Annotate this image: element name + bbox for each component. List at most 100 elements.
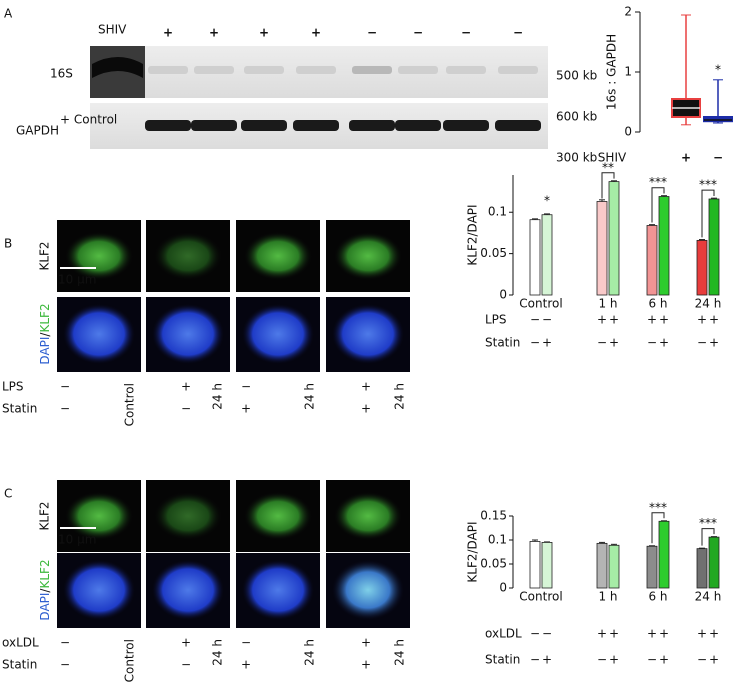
faint-band: [446, 66, 486, 74]
y-tick-label: 0: [624, 125, 632, 139]
bar: [608, 544, 620, 589]
treatment-sign: +: [361, 658, 371, 672]
treatment-sign: +: [241, 658, 251, 672]
panel-label: C: [4, 487, 12, 501]
treatment-sign: −: [60, 636, 70, 650]
y-tick-label: 1: [624, 65, 632, 79]
group-label: 1 h: [598, 297, 617, 311]
bar: [708, 198, 720, 296]
stain-label-merge: DAPI/KLF2: [38, 559, 52, 620]
row-sign: +: [542, 653, 552, 667]
klf2-signal: [154, 492, 222, 540]
row-sign: +: [597, 627, 607, 641]
bracket: [651, 187, 665, 223]
treatment-label: oxLDL: [2, 636, 39, 650]
row-sign: +: [609, 313, 619, 327]
row-label: Statin: [485, 336, 520, 350]
nucleus: [332, 560, 404, 620]
nucleus: [63, 560, 135, 620]
group-label: 24 h: [695, 297, 722, 311]
size-label: 500 kb: [556, 69, 597, 83]
significance: *: [715, 62, 721, 76]
faint-band: [352, 66, 392, 74]
blot-row-label: 16S: [50, 67, 73, 81]
gapdh-band: [395, 120, 441, 131]
blot-sign: +: [163, 26, 173, 40]
row-sign: +: [609, 627, 619, 641]
bar: [541, 214, 553, 296]
row-sign: +: [659, 653, 669, 667]
blot-shiv-label: SHIV: [98, 23, 127, 37]
bar: [596, 542, 608, 589]
bracket: [651, 512, 665, 544]
row-sign: +: [709, 627, 719, 641]
row-sign: −: [597, 336, 607, 350]
y-tick-label: 0: [499, 581, 507, 595]
y-tick-label: 0.05: [480, 557, 507, 571]
treatment-sign: −: [181, 658, 191, 672]
treatment-sign: +: [361, 380, 371, 394]
y-tick-label: 2: [624, 5, 632, 19]
bar: [696, 548, 708, 589]
row-sign: +: [647, 627, 657, 641]
treatment-label: Statin: [2, 402, 37, 416]
row-sign: +: [542, 336, 552, 350]
group-label: 6 h: [648, 297, 667, 311]
gapdh-band: [241, 120, 287, 131]
time-label: 24 h: [211, 383, 225, 410]
klf2-label: KLF2: [38, 303, 52, 332]
separator: /: [38, 588, 52, 593]
nucleus: [242, 304, 314, 364]
significance: *: [544, 193, 550, 207]
box: [703, 116, 733, 123]
bar: [708, 536, 720, 589]
time-label: 24 h: [211, 639, 225, 666]
y-axis-label: KLF2/DAPI: [466, 204, 480, 265]
blot-sign: +: [311, 26, 321, 40]
stain-label: KLF2: [38, 241, 52, 270]
faint-band: [498, 66, 538, 74]
group-label: Control: [519, 297, 562, 311]
bracket: [701, 528, 715, 546]
nucleus: [152, 304, 224, 364]
treatment-label: Statin: [2, 658, 37, 672]
row-sign: +: [609, 653, 619, 667]
panel-label: A: [4, 7, 13, 21]
gapdh-band: [443, 120, 489, 131]
treatment-sign: −: [60, 402, 70, 416]
treatment-sign: −: [60, 380, 70, 394]
row-sign: +: [697, 313, 707, 327]
bar: [596, 201, 608, 296]
control-label: + Control: [60, 113, 117, 127]
row-sign: +: [659, 627, 669, 641]
faint-band: [148, 66, 188, 74]
blot-sign: −: [461, 26, 471, 40]
treatment-sign: −: [181, 402, 191, 416]
row-sign: +: [609, 336, 619, 350]
significance: ***: [699, 178, 717, 192]
bar: [658, 520, 670, 589]
row-sign: +: [709, 653, 719, 667]
bar: [696, 239, 708, 296]
klf2-signal: [334, 492, 402, 540]
row-sign: +: [659, 336, 669, 350]
row-sign: +: [709, 313, 719, 327]
blot-sign: −: [367, 26, 377, 40]
row-sign: +: [697, 627, 707, 641]
gapdh-band: [293, 120, 339, 131]
time-label: 24 h: [393, 639, 407, 666]
separator: /: [38, 332, 52, 337]
row-sign: +: [709, 336, 719, 350]
treatment-sign: +: [241, 402, 251, 416]
row-sign: +: [597, 313, 607, 327]
treatment-sign: −: [241, 380, 251, 394]
group-label: 6 h: [648, 590, 667, 604]
y-tick-label: 0.1: [488, 533, 507, 547]
treatment-sign: −: [60, 658, 70, 672]
row-sign: −: [542, 627, 552, 641]
row-label: oxLDL: [485, 627, 522, 641]
significance: ***: [649, 175, 667, 189]
faint-band: [194, 66, 234, 74]
panel-label: B: [4, 237, 12, 251]
nucleus: [63, 304, 135, 364]
